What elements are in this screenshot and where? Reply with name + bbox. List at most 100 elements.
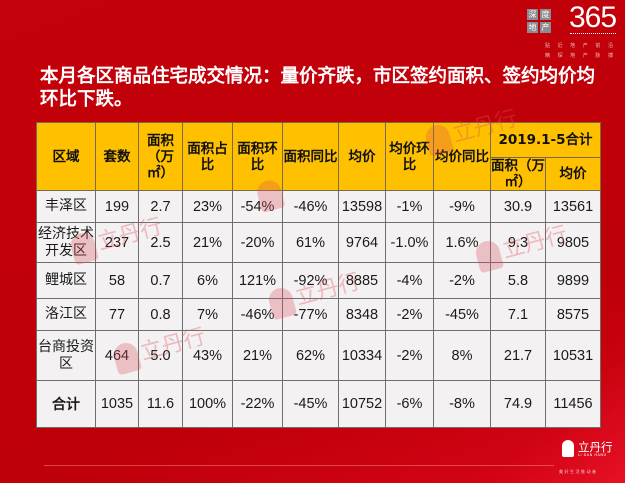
cell-price-mom: -2% — [385, 330, 434, 381]
header-price-yoy: 均价同比 — [433, 122, 491, 191]
brand-mark-icon — [562, 440, 574, 457]
slide-title: 本月各区商品住宅成交情况：量价齐跌，市区签约面积、签约均价均环比下跌。 — [40, 66, 596, 110]
cell-district: 台商投资区 — [36, 330, 96, 381]
table-row-total: 合计 1035 11.6 100% -22% -45% 10752 -6% -8… — [36, 380, 601, 428]
table-row: 台商投资区 464 5.0 43% 21% 62% 10334 -2% 8% 2… — [36, 330, 601, 381]
cell-area-yoy: 62% — [282, 330, 339, 381]
header-ytd-price: 均价 — [545, 157, 601, 191]
cell-ytd-price: 9899 — [545, 262, 601, 299]
cell-area-yoy: -46% — [282, 190, 339, 223]
table-row: 经济技术开发区 237 2.5 21% -20% 61% 9764 -1.0% … — [36, 222, 601, 263]
logo-char: 度 — [540, 9, 551, 20]
cell-area-yoy: 61% — [282, 222, 339, 263]
cell-avg-price: 10752 — [338, 380, 386, 428]
brand-slogan: 美好生活推动者 — [559, 469, 598, 474]
cell-ytd-area: 9.3 — [490, 222, 546, 263]
logo-number: 365 — [569, 1, 617, 34]
cell-units: 199 — [95, 190, 139, 223]
table-row: 丰泽区 199 2.7 23% -54% -46% 13598 -1% -9% … — [36, 190, 601, 223]
cell-avg-price: 8348 — [338, 298, 386, 331]
header-avg-price: 均价 — [338, 122, 386, 191]
cell-price-yoy: -45% — [433, 298, 491, 331]
brand-english: LI DAN HANG — [578, 453, 607, 457]
header-area-mom: 面积环比 — [232, 122, 283, 191]
cell-ytd-area: 7.1 — [490, 298, 546, 331]
cell-price-yoy: -8% — [433, 380, 491, 428]
cell-area: 0.8 — [138, 298, 183, 331]
logo-tagline: 贴 近 地 产 前 沿 — [545, 43, 616, 49]
district-sales-table: 区域 套数 面积（万㎡） 面积占比 面积环比 面积同比 均价 均价环比 均价同比… — [36, 122, 601, 428]
cell-price-mom: -6% — [385, 380, 434, 428]
cell-avg-price: 8885 — [338, 262, 386, 299]
logo-char: 地 — [527, 22, 538, 33]
cell-area-share: 21% — [182, 222, 233, 263]
cell-area-share: 100% — [182, 380, 233, 428]
cell-district: 经济技术开发区 — [36, 222, 96, 263]
footer-divider — [44, 465, 554, 466]
cell-units: 464 — [95, 330, 139, 381]
cell-avg-price: 10334 — [338, 330, 386, 381]
cell-area-share: 6% — [182, 262, 233, 299]
cell-ytd-price: 11456 — [545, 380, 601, 428]
cell-ytd-price: 8575 — [545, 298, 601, 331]
header-area: 面积（万㎡） — [138, 122, 183, 191]
cell-area: 0.7 — [138, 262, 183, 299]
cell-price-yoy: 8% — [433, 330, 491, 381]
header-ytd-area: 面积（万㎡） — [490, 157, 546, 191]
cell-district: 洛江区 — [36, 298, 96, 331]
header-price-mom: 均价环比 — [385, 122, 434, 191]
cell-price-yoy: 1.6% — [433, 222, 491, 263]
cell-area-share: 7% — [182, 298, 233, 331]
cell-area-yoy: -77% — [282, 298, 339, 331]
cell-district: 丰泽区 — [36, 190, 96, 223]
logo-tagline: 精 探 地 产 脉 搏 — [545, 53, 616, 59]
cell-ytd-area: 21.7 — [490, 330, 546, 381]
cell-price-mom: -4% — [385, 262, 434, 299]
cell-area: 11.6 — [138, 380, 183, 428]
cell-price-yoy: -2% — [433, 262, 491, 299]
header-units: 套数 — [95, 122, 139, 191]
cell-ytd-price: 9805 — [545, 222, 601, 263]
cell-price-mom: -2% — [385, 298, 434, 331]
table-row: 洛江区 77 0.8 7% -46% -77% 8348 -2% -45% 7.… — [36, 298, 601, 331]
cell-area: 2.7 — [138, 190, 183, 223]
cell-area-yoy: -92% — [282, 262, 339, 299]
cell-district: 合计 — [36, 380, 96, 428]
header-district: 区域 — [36, 122, 96, 191]
cell-area: 5.0 — [138, 330, 183, 381]
cell-area-mom: 121% — [232, 262, 283, 299]
cell-area-mom: -20% — [232, 222, 283, 263]
cell-avg-price: 9764 — [338, 222, 386, 263]
cell-area-share: 23% — [182, 190, 233, 223]
cell-ytd-price: 13561 — [545, 190, 601, 223]
header-area-share: 面积占比 — [182, 122, 233, 191]
cell-avg-price: 13598 — [338, 190, 386, 223]
cell-area-yoy: -45% — [282, 380, 339, 428]
logo-divider — [570, 33, 616, 36]
logo-char: 产 — [540, 22, 551, 33]
cell-units: 77 — [95, 298, 139, 331]
cell-area-mom: 21% — [232, 330, 283, 381]
cell-ytd-price: 10531 — [545, 330, 601, 381]
cell-area: 2.5 — [138, 222, 183, 263]
cell-area-mom: -54% — [232, 190, 283, 223]
header-ytd-group: 2019.1-5合计 — [490, 122, 601, 158]
cell-price-mom: -1% — [385, 190, 434, 223]
table-row: 鲤城区 58 0.7 6% 121% -92% 8885 -4% -2% 5.8… — [36, 262, 601, 299]
cell-price-yoy: -9% — [433, 190, 491, 223]
cell-ytd-area: 5.8 — [490, 262, 546, 299]
cell-ytd-area: 30.9 — [490, 190, 546, 223]
cell-area-share: 43% — [182, 330, 233, 381]
cell-area-mom: -22% — [232, 380, 283, 428]
header-area-yoy: 面积同比 — [282, 122, 339, 191]
cell-units: 237 — [95, 222, 139, 263]
cell-ytd-area: 74.9 — [490, 380, 546, 428]
cell-units: 58 — [95, 262, 139, 299]
brand-name: 立丹行 — [578, 440, 613, 454]
cell-price-mom: -1.0% — [385, 222, 434, 263]
cell-area-mom: -46% — [232, 298, 283, 331]
cell-units: 1035 — [95, 380, 139, 428]
cell-district: 鲤城区 — [36, 262, 96, 299]
logo-char: 深 — [527, 9, 538, 20]
